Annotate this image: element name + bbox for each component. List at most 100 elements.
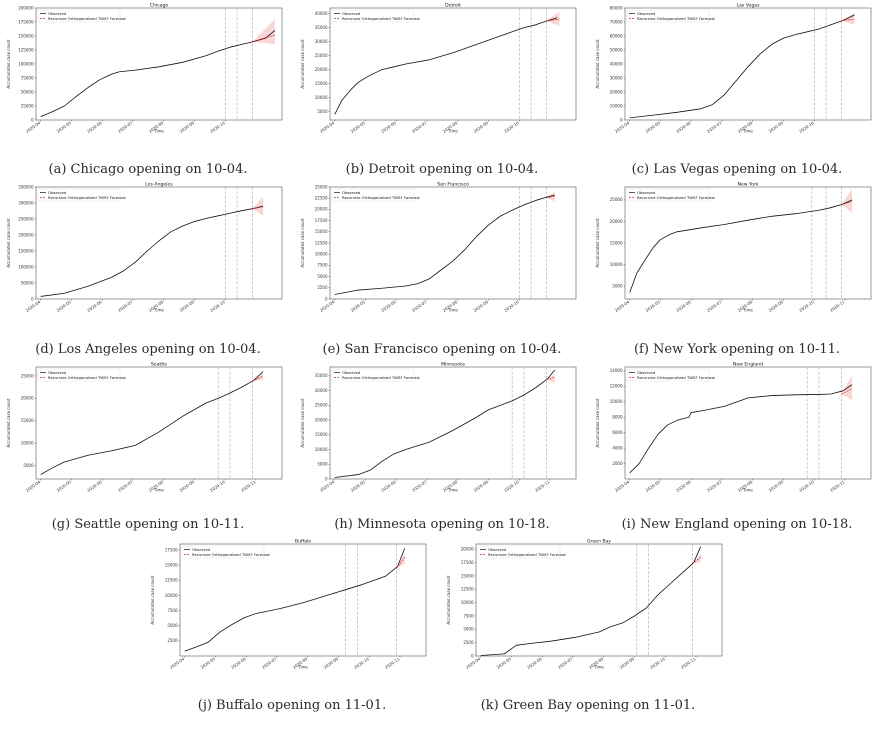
x-tick-label: 2020-10 xyxy=(209,479,226,493)
y-tick-label: 7500 xyxy=(317,263,328,268)
y-tick-label: 35000 xyxy=(315,373,328,378)
y-tick-label: 20000 xyxy=(315,417,328,422)
y-tick-label: 12000 xyxy=(610,384,623,389)
chart-svg: New York 5000 10000 15000 20000 25000 2020-04 2… xyxy=(595,182,872,313)
legend-label-forecast: Recursive Orthogonalized TWSF Forecast xyxy=(342,375,420,380)
y-tick-label: 17500 xyxy=(165,547,178,552)
x-axis-label: Time xyxy=(742,488,753,493)
chart-panel-las-vegas: Las Vegas 0 10000 20000 30000 40000 50000 60000… xyxy=(595,2,879,178)
y-tick-label: 15000 xyxy=(165,562,178,567)
y-tick-label: 0 xyxy=(471,653,474,658)
x-tick-label: 2020-06 xyxy=(380,120,397,134)
y-tick-label: 70000 xyxy=(610,19,623,24)
chart-title: Las Vegas xyxy=(737,3,761,9)
x-tick-label: 2020-04 xyxy=(319,120,336,134)
y-tick-label: 10000 xyxy=(461,600,474,605)
chart-svg: Minnesota 0 5000 10000 15000 20000 25000 30000 3… xyxy=(300,362,577,493)
y-tick-label: 175000 xyxy=(18,19,34,24)
x-tick-label: 2020-07 xyxy=(411,479,428,493)
x-tick-label: 2020-11 xyxy=(680,656,697,670)
x-tick-label: 2020-05 xyxy=(55,120,72,134)
figure-caption: (d) Los Angeles opening on 10-04. xyxy=(35,342,261,357)
plot-frame xyxy=(624,366,872,480)
y-tick-label: 250000 xyxy=(18,216,34,221)
series-observed xyxy=(40,205,264,297)
x-tick-label: 2020-10 xyxy=(503,120,520,134)
y-tick-label: 5000 xyxy=(23,463,34,468)
x-tick-label: 2020-11 xyxy=(829,479,846,493)
chart-svg: Seattle 5000 10000 15000 20000 25000 2020-04 20… xyxy=(6,362,283,493)
figure-caption: (j) Buffalo opening on 11-01. xyxy=(197,698,387,713)
y-tick-label: 0 xyxy=(31,296,34,301)
legend-label-forecast: Recursive Orthogonalized TWSF Forecast xyxy=(637,375,715,380)
y-axis-label: Accumulated case count xyxy=(6,39,11,89)
y-tick-label: 14000 xyxy=(610,368,623,373)
plot-frame xyxy=(475,543,723,657)
chart-title: Buffalo xyxy=(295,539,311,545)
chart-svg: San Francisco 0 2500 5000 7500 10000 12500 1500… xyxy=(300,182,577,313)
x-tick-label: 2020-05 xyxy=(644,479,661,493)
y-tick-label: 100000 xyxy=(18,61,34,66)
legend-label-observed: Observed xyxy=(48,190,67,195)
x-tick-label: 2020-09 xyxy=(472,479,489,493)
series-forecast xyxy=(396,557,405,569)
legend-label-observed: Observed xyxy=(637,370,656,375)
y-tick-label: 300000 xyxy=(18,200,34,205)
y-tick-label: 25000 xyxy=(315,403,328,408)
y-tick-label: 20000 xyxy=(610,219,623,224)
forecast-band xyxy=(692,553,701,564)
legend-label-forecast: Recursive Orthogonalized TWSF Forecast xyxy=(637,195,715,200)
y-tick-label: 15000 xyxy=(610,240,623,245)
y-tick-label: 25000 xyxy=(21,373,34,378)
legend-label-forecast: Recursive Orthogonalized TWSF Forecast xyxy=(48,16,126,21)
x-tick-label: 2020-11 xyxy=(240,479,257,493)
y-tick-label: 5000 xyxy=(317,462,328,467)
chart-title: Detroit xyxy=(445,3,461,9)
x-axis-label: Time xyxy=(447,308,458,313)
x-tick-label: 2020-11 xyxy=(829,299,846,313)
y-tick-label: 30000 xyxy=(315,39,328,44)
y-axis-label: Accumulated case count xyxy=(595,398,600,448)
series-observed xyxy=(334,369,556,478)
x-tick-label: 2020-09 xyxy=(767,120,784,134)
series-observed xyxy=(184,548,406,652)
figure-caption: (h) Minnesota opening on 10-18. xyxy=(334,517,550,532)
chart-svg: Las Vegas 0 10000 20000 30000 40000 50000 60000… xyxy=(595,3,872,134)
y-tick-label: 25000 xyxy=(610,197,623,202)
y-tick-label: 30000 xyxy=(315,388,328,393)
x-tick-label: 2020-07 xyxy=(557,656,574,670)
x-tick-label: 2020-05 xyxy=(644,299,661,313)
figure-caption: (f) New York opening on 10-11. xyxy=(633,342,841,357)
y-tick-label: 2500 xyxy=(463,640,474,645)
plot-frame xyxy=(329,186,577,300)
figure-caption: (e) San Francisco opening on 10-04. xyxy=(322,342,562,357)
series-observed xyxy=(629,384,853,474)
series-observed xyxy=(334,17,558,115)
forecast-band xyxy=(252,19,275,45)
legend-label-forecast: Recursive Orthogonalized TWSF Forecast xyxy=(48,195,126,200)
series-forecast xyxy=(546,376,555,380)
x-tick-label: 2020-09 xyxy=(767,299,784,313)
x-tick-label: 2020-09 xyxy=(767,479,784,493)
x-tick-label: 2020-06 xyxy=(526,656,543,670)
x-tick-label: 2020-05 xyxy=(644,120,661,134)
y-axis-label: Accumulated case count xyxy=(446,575,451,625)
x-tick-label: 2020-11 xyxy=(534,479,551,493)
series-observed xyxy=(334,194,555,295)
y-tick-label: 10000 xyxy=(610,262,623,267)
chart-svg: Green Bay 0 2500 5000 7500 10000 12500 15000 175… xyxy=(446,539,723,670)
y-axis-label: Accumulated case count xyxy=(300,39,305,89)
y-tick-label: 30000 xyxy=(610,75,623,80)
chart-svg: Detroit 5000 10000 15000 20000 25000 30000 3500… xyxy=(300,3,577,134)
chart-panel-buffalo: Buffalo 2500 5000 7500 10000 12500 15000 17500 2… xyxy=(150,538,434,714)
legend-label-forecast: Recursive Orthogonalized TWSF Forecast xyxy=(488,552,566,557)
series-observed xyxy=(629,199,853,293)
x-tick-label: 2020-06 xyxy=(86,479,103,493)
x-tick-label: 2020-05 xyxy=(349,479,366,493)
legend-label-forecast: Recursive Orthogonalized TWSF Forecast xyxy=(342,16,420,21)
